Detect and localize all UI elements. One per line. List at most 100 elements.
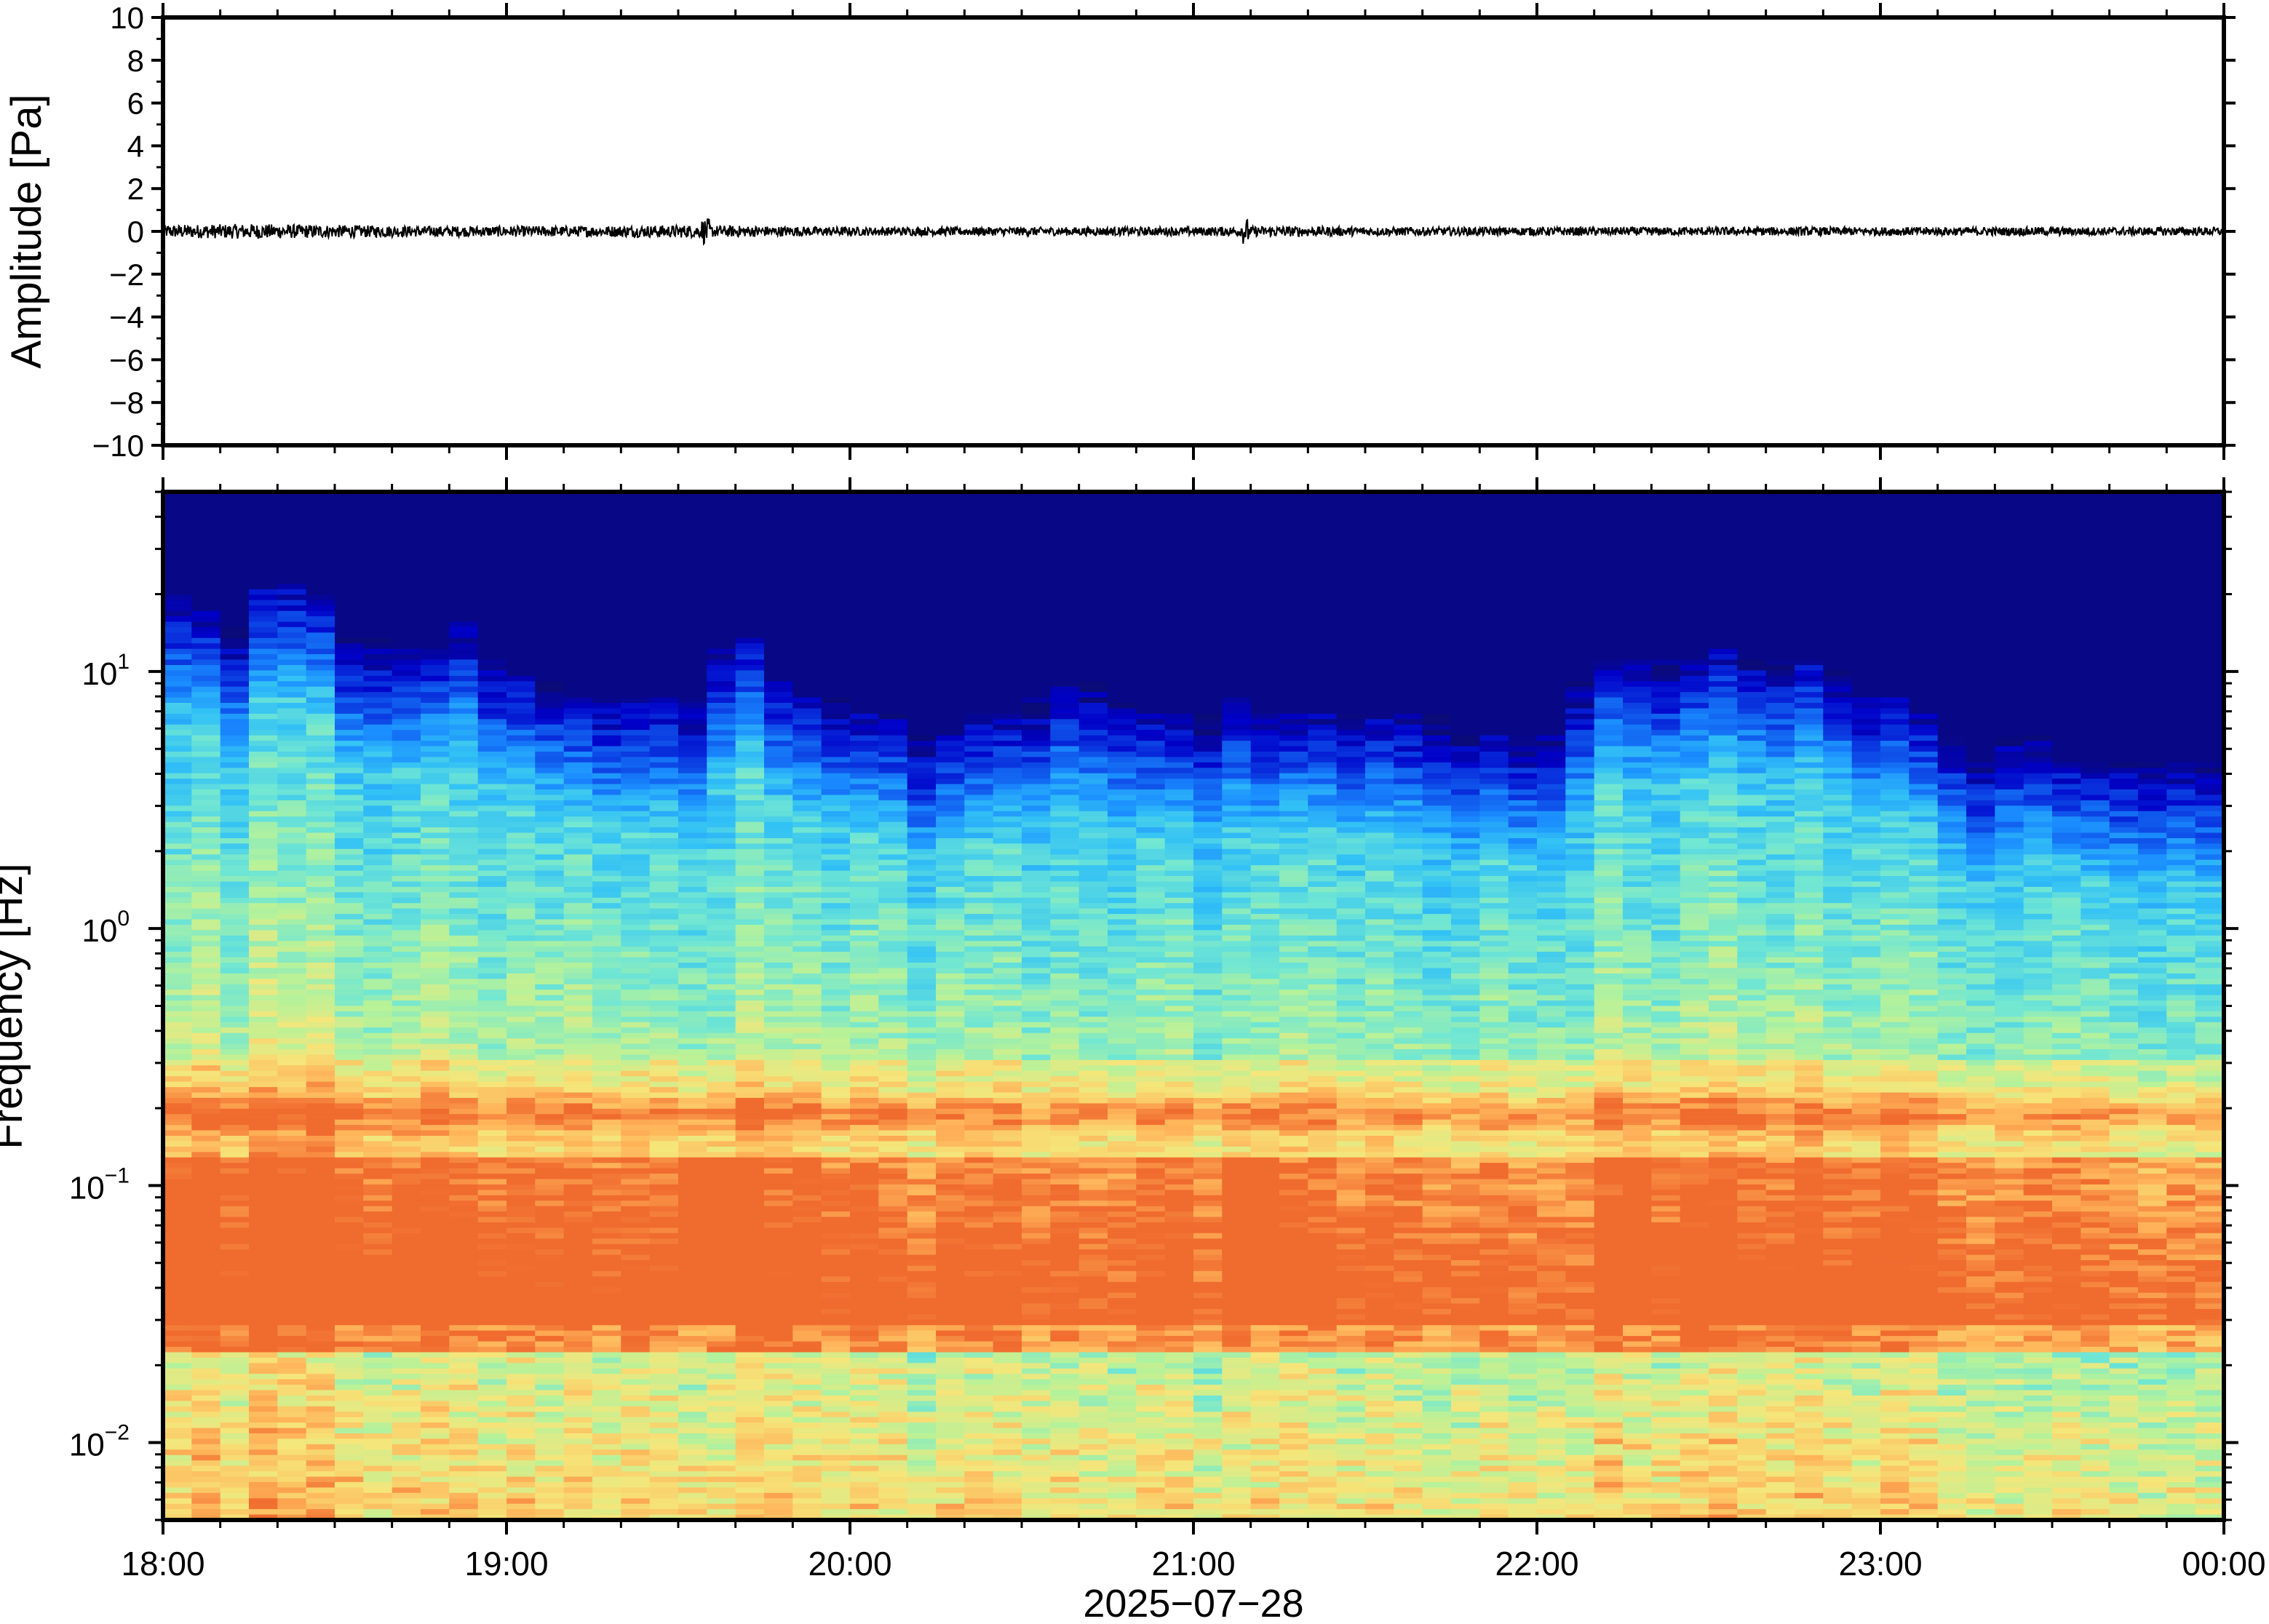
spectrogram-cell [449, 1401, 479, 1407]
spectrogram-cell [821, 600, 851, 606]
spectrogram-cell [735, 881, 765, 888]
spectrogram-cell [421, 1303, 450, 1310]
spectrogram-cell [878, 795, 908, 801]
spectrogram-cell [277, 573, 307, 579]
spectrogram-cell [621, 1059, 651, 1066]
spectrogram-cell [449, 821, 479, 828]
spectrogram-cell [249, 768, 278, 774]
spectrogram-cell [363, 1325, 393, 1332]
spectrogram-cell [220, 530, 250, 536]
spectrogram-cell [535, 1032, 565, 1039]
spectrogram-cell [191, 908, 221, 915]
spectrogram-cell [764, 1514, 793, 1520]
spectrogram-cell [563, 1428, 593, 1434]
spectrogram-cell [535, 530, 565, 536]
spectrogram-cell [506, 1108, 536, 1115]
spectrogram-cell [277, 654, 307, 661]
spectrogram-cell [477, 719, 507, 725]
spectrogram-cell [220, 540, 250, 546]
spectrogram-cell [421, 843, 450, 850]
spectrogram-cell [449, 892, 479, 899]
spectrogram-cell [249, 811, 278, 817]
spectrogram-cell [449, 1514, 479, 1520]
spectrogram-cell [392, 730, 421, 736]
spectrogram-cell [335, 919, 364, 926]
spectrogram-cell [277, 1103, 307, 1110]
spectrogram-cell [850, 816, 879, 823]
spectrogram-cell [306, 562, 335, 568]
spectrogram-cell [249, 1016, 278, 1023]
spectrogram-cell [735, 1022, 765, 1028]
spectrogram-cell [249, 1412, 278, 1418]
spectrogram-cell [850, 1233, 879, 1239]
spectrogram-cell [506, 1379, 536, 1385]
spectrogram-cell [477, 963, 507, 968]
spectrogram-cell [621, 741, 651, 747]
spectrogram-cell [678, 1444, 707, 1450]
spectrogram-cell [306, 854, 335, 861]
spectrogram-cell [850, 1347, 879, 1353]
spectrogram-cell [335, 665, 364, 671]
spectrogram-cell [535, 1363, 565, 1369]
spectrogram-cell [649, 551, 679, 557]
spectrogram-cell [163, 1276, 192, 1283]
spectrogram-cell [792, 1396, 822, 1401]
spectrogram-cell [850, 1498, 879, 1505]
spectrogram-cell [707, 648, 736, 655]
spectrogram-cell [878, 1022, 908, 1028]
spectrogram-cell [220, 741, 250, 747]
spectrogram-cell [191, 589, 221, 595]
spectrogram-cell [563, 1114, 593, 1121]
spectrogram-cell [535, 535, 565, 541]
spectrogram-cell [735, 568, 765, 574]
spectrogram-cell [821, 492, 851, 498]
spectrogram-cell [707, 643, 736, 650]
spectrogram-cell [649, 865, 679, 872]
spectrogram-cell [878, 903, 908, 909]
spectrogram-cell [563, 1032, 593, 1039]
spectrogram-cell [421, 984, 450, 990]
spectrogram-cell [506, 979, 536, 985]
spectrogram-cell [449, 530, 479, 536]
spectrogram-cell [621, 1438, 651, 1445]
spectrogram-cell [678, 897, 707, 904]
spectrogram-cell [421, 1385, 450, 1391]
spectrogram-cell [506, 779, 536, 785]
spectrogram-cell [220, 1038, 250, 1045]
spectrogram-cell [735, 703, 765, 709]
spectrogram-cell [592, 848, 621, 855]
spectrogram-cell [764, 648, 793, 655]
spectrogram-cell [421, 930, 450, 936]
spectrogram-cell [707, 1401, 736, 1407]
spectrogram-cell [220, 637, 250, 644]
spectrogram-cell [277, 1119, 307, 1126]
spectrogram-cell [649, 513, 679, 520]
spectrogram-cell [392, 584, 421, 590]
spectrogram-cell [306, 692, 335, 698]
spectrogram-cell [449, 1385, 479, 1391]
spectrogram-cell [421, 1487, 450, 1494]
spectrogram-cell [850, 1303, 879, 1310]
spectrogram-cell [592, 692, 621, 698]
spectrogram-cell [764, 1341, 793, 1348]
spectrogram-cell [621, 681, 651, 688]
spectrogram-cell [449, 1438, 479, 1445]
spectrogram-cell [506, 848, 536, 855]
spectrogram-cell [707, 838, 736, 844]
spectrogram-cell [563, 1254, 593, 1261]
spectrogram-cell [621, 1211, 651, 1218]
spectrogram-cell [563, 789, 593, 795]
spectrogram-cell [335, 1396, 364, 1401]
spectrogram-cell [649, 1298, 679, 1305]
spectrogram-cell [306, 768, 335, 774]
spectrogram-cell [191, 1309, 221, 1315]
spectrogram-cell [764, 1243, 793, 1250]
spectrogram-cell [792, 1276, 822, 1283]
spectrogram-cell [764, 637, 793, 644]
spectrogram-cell [449, 1125, 479, 1131]
spectrogram-cell [821, 1076, 851, 1083]
spectrogram-cell [277, 605, 307, 612]
spectrogram-cell [792, 1152, 822, 1158]
spectrogram-cell [477, 568, 507, 574]
spectrogram-cell [249, 568, 278, 574]
